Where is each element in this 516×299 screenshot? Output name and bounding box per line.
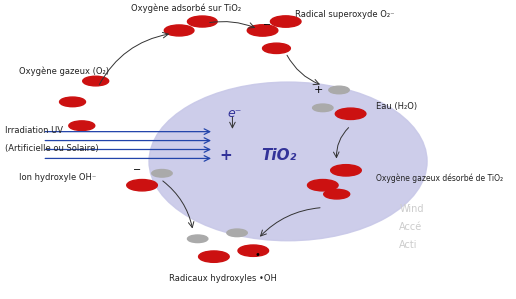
Ellipse shape — [270, 16, 301, 27]
Ellipse shape — [308, 179, 338, 191]
Text: Wind: Wind — [399, 204, 424, 214]
Ellipse shape — [313, 104, 333, 112]
Ellipse shape — [187, 16, 217, 27]
Text: •: • — [255, 250, 261, 260]
Text: (Artificielle ou Solaire): (Artificielle ou Solaire) — [5, 144, 99, 152]
Ellipse shape — [152, 170, 172, 177]
Ellipse shape — [227, 229, 247, 237]
Text: TiO₂: TiO₂ — [261, 148, 296, 163]
Text: Oxygène gazeux désorbé de TiO₂: Oxygène gazeux désorbé de TiO₂ — [376, 173, 503, 183]
Ellipse shape — [263, 43, 291, 54]
Text: Irradiation UV: Irradiation UV — [5, 126, 63, 135]
Ellipse shape — [238, 245, 269, 256]
Text: Acti: Acti — [399, 240, 418, 250]
Text: Radical superoxyde O₂⁻: Radical superoxyde O₂⁻ — [295, 10, 395, 19]
Ellipse shape — [324, 189, 350, 199]
Text: −: − — [133, 165, 141, 175]
Ellipse shape — [331, 165, 361, 176]
Ellipse shape — [335, 108, 366, 120]
Text: Eau (H₂O): Eau (H₂O) — [376, 102, 417, 111]
Ellipse shape — [149, 82, 427, 241]
Ellipse shape — [329, 86, 349, 94]
Ellipse shape — [187, 235, 208, 242]
Ellipse shape — [59, 97, 86, 107]
Text: Ion hydroxyle OH⁻: Ion hydroxyle OH⁻ — [19, 173, 96, 182]
Text: Accé: Accé — [399, 222, 423, 232]
Ellipse shape — [164, 25, 194, 36]
Ellipse shape — [83, 76, 109, 86]
Ellipse shape — [199, 251, 229, 262]
Text: −: − — [263, 19, 271, 30]
Text: Oxygène gazeux (O₂): Oxygène gazeux (O₂) — [19, 66, 109, 76]
Text: Radicaux hydroxyles •OH: Radicaux hydroxyles •OH — [169, 274, 277, 283]
Text: +: + — [314, 85, 323, 95]
Text: e⁻: e⁻ — [228, 107, 242, 120]
Text: Oxygène adsorbé sur TiO₂: Oxygène adsorbé sur TiO₂ — [131, 4, 241, 13]
Text: +: + — [219, 148, 232, 163]
Ellipse shape — [69, 121, 95, 131]
Ellipse shape — [247, 25, 278, 36]
Ellipse shape — [127, 179, 157, 191]
